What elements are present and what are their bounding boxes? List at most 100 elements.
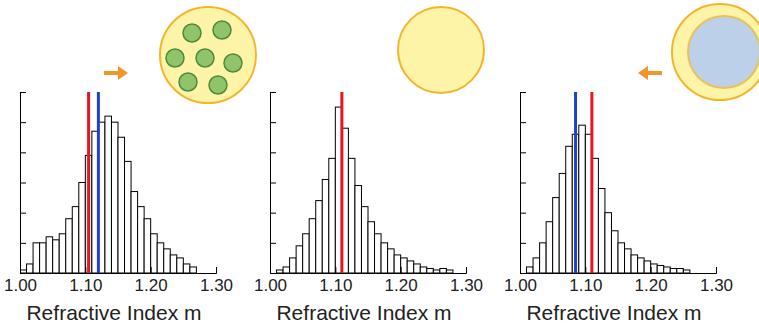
y-tick [20, 183, 26, 184]
x-tick: 1.20 [635, 267, 668, 295]
histogram-bar [553, 198, 560, 273]
y-tick [20, 92, 26, 93]
inclusion [166, 49, 184, 67]
y-tick-mark [270, 213, 276, 214]
y-tick [520, 273, 526, 274]
histogram-bar [401, 258, 408, 273]
histogram-bar [657, 265, 664, 273]
histogram-panel: 1.001.101.201.30Refractive Index m [4, 92, 233, 324]
histogram-bar [670, 268, 677, 273]
y-tick-mark [520, 243, 526, 244]
y-tick [270, 273, 276, 274]
reference-line [87, 92, 90, 273]
y-tick [270, 183, 276, 184]
y-tick [20, 243, 26, 244]
y-tick-mark [520, 152, 526, 153]
y-tick-mark [270, 183, 276, 184]
plot-area [20, 92, 196, 273]
y-tick-mark [270, 243, 276, 244]
inclusion [196, 49, 214, 67]
y-tick [270, 122, 276, 123]
histogram-bar [677, 268, 684, 273]
reference-line [340, 92, 343, 273]
x-tick: 1.10 [319, 267, 352, 295]
x-tick-mark [716, 267, 717, 273]
plot-area [527, 92, 690, 273]
histogram-bar [427, 268, 434, 273]
histogram-bar [631, 255, 638, 273]
x-tick-label: 1.30 [200, 276, 233, 295]
x-tick-label: 1.10 [569, 276, 602, 295]
histogram-bar [611, 231, 618, 273]
histogram-bar [540, 243, 547, 273]
histogram-bar [459, 273, 466, 274]
homogeneous-particle-icon [398, 7, 484, 93]
x-tick-mark [151, 267, 152, 273]
x-axis: 1.001.101.201.30 [254, 267, 483, 295]
particle [160, 7, 256, 103]
shift-left-arrow [638, 66, 662, 80]
histogram-bar [414, 264, 421, 273]
y-tick [270, 152, 276, 153]
y-axis [520, 93, 526, 274]
core [688, 16, 759, 88]
y-tick-mark [20, 243, 26, 244]
histogram-bar [118, 137, 125, 273]
histogram-bar [546, 222, 553, 273]
x-axis-title: Refractive Index m [276, 301, 451, 324]
histogram-bar [303, 234, 310, 273]
y-axis-line [271, 93, 277, 274]
x-tick-mark [85, 267, 86, 273]
x-tick-mark [216, 267, 217, 273]
histogram-bar [296, 246, 303, 273]
histogram-bar [111, 122, 118, 273]
histogram-bar [40, 243, 47, 273]
y-tick [520, 243, 526, 244]
y-tick-mark [20, 213, 26, 214]
y-tick-mark [520, 122, 526, 123]
histogram-bar [664, 267, 671, 273]
y-axis-line [21, 93, 27, 274]
histogram-bar [533, 258, 540, 273]
arrow-head [638, 66, 648, 80]
arrow-head [118, 66, 128, 80]
histogram-bar [59, 234, 66, 273]
x-tick-label: 1.20 [135, 276, 168, 295]
histogram-bar [348, 158, 355, 273]
histogram-bar [53, 240, 60, 273]
histogram-bar [605, 213, 612, 273]
histogram-bar [203, 273, 210, 274]
y-tick-mark [270, 92, 276, 93]
histogram-bar [683, 270, 690, 273]
figure: 1.00 1.10 1.20 1.30 Refractive Index m 1.00 1.… [0, 0, 759, 329]
x-axis-title: Refractive Index m [526, 301, 701, 324]
x-tick-label: 1.20 [385, 276, 418, 295]
y-tick-mark [520, 183, 526, 184]
y-tick [520, 183, 526, 184]
histogram-bar [559, 173, 566, 273]
histogram-bar [388, 249, 395, 273]
histogram-bar [151, 234, 158, 273]
y-tick-mark [270, 122, 276, 123]
histogram-bar [131, 192, 138, 273]
y-tick [270, 213, 276, 214]
inclusion [224, 54, 242, 72]
y-tick [20, 213, 26, 214]
histogram-bar [183, 264, 190, 273]
y-tick-mark [520, 92, 526, 93]
x-tick: 1.30 [450, 267, 483, 295]
histogram-bar [157, 243, 164, 273]
histogram-bar [79, 183, 86, 274]
shift-right-arrow [104, 66, 128, 80]
y-tick [270, 92, 276, 93]
histogram-bar [164, 249, 171, 273]
inclusion [179, 73, 197, 91]
x-axis-line [271, 267, 467, 274]
histogram-bar [66, 219, 73, 273]
x-tick-label: 1.00 [4, 276, 37, 295]
reference-line [574, 92, 577, 273]
x-tick-label: 1.00 [504, 276, 537, 295]
arrow-shaft [104, 71, 120, 75]
histogram-bar [125, 161, 132, 273]
x-tick-label: 1.20 [635, 276, 668, 295]
